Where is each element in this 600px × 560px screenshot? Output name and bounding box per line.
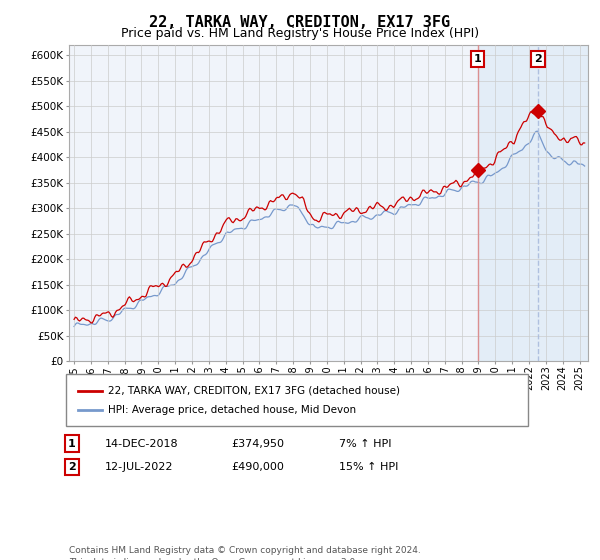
- Text: 12-JUL-2022: 12-JUL-2022: [105, 462, 173, 472]
- Text: 15% ↑ HPI: 15% ↑ HPI: [339, 462, 398, 472]
- Text: £374,950: £374,950: [231, 438, 284, 449]
- Text: £490,000: £490,000: [231, 462, 284, 472]
- Text: 2: 2: [68, 462, 76, 472]
- Text: Price paid vs. HM Land Registry's House Price Index (HPI): Price paid vs. HM Land Registry's House …: [121, 27, 479, 40]
- Text: HPI: Average price, detached house, Mid Devon: HPI: Average price, detached house, Mid …: [108, 405, 356, 415]
- Bar: [478, 45, 588, 361]
- Text: 1: 1: [474, 54, 482, 64]
- Text: 2: 2: [534, 54, 542, 64]
- Text: 1: 1: [68, 438, 76, 449]
- Text: 7% ↑ HPI: 7% ↑ HPI: [339, 438, 391, 449]
- Text: 14-DEC-2018: 14-DEC-2018: [105, 438, 179, 449]
- Text: 22, TARKA WAY, CREDITON, EX17 3FG (detached house): 22, TARKA WAY, CREDITON, EX17 3FG (detac…: [108, 386, 400, 396]
- Text: Contains HM Land Registry data © Crown copyright and database right 2024.
This d: Contains HM Land Registry data © Crown c…: [69, 546, 421, 560]
- Text: 22, TARKA WAY, CREDITON, EX17 3FG: 22, TARKA WAY, CREDITON, EX17 3FG: [149, 15, 451, 30]
